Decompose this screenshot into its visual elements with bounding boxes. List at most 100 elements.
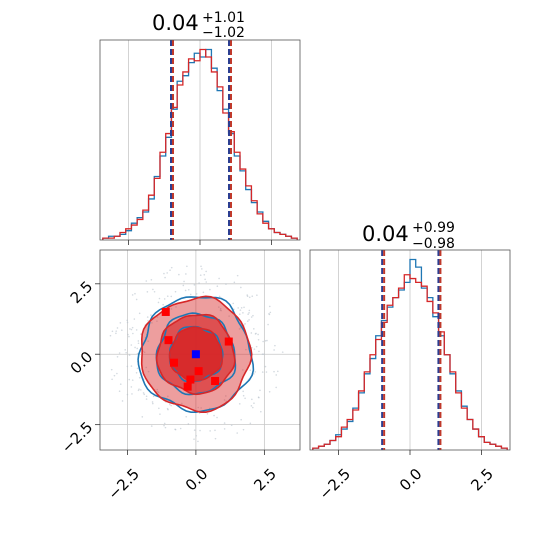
red-square-marker xyxy=(194,367,203,376)
scatter-point xyxy=(126,393,129,396)
scatter-point xyxy=(133,318,136,320)
scatter-point xyxy=(134,292,136,295)
sample-markers xyxy=(161,307,233,391)
scatter-point xyxy=(136,367,139,370)
scatter-point xyxy=(233,281,236,284)
scatter-point xyxy=(193,429,196,431)
scatter-point xyxy=(236,274,239,277)
scatter-point xyxy=(205,281,208,283)
scatter-point xyxy=(164,426,167,429)
scatter-point xyxy=(128,354,131,356)
scatter-point xyxy=(159,413,161,415)
scatter-point xyxy=(147,370,150,373)
scatter-point xyxy=(163,424,165,427)
scatter-point xyxy=(137,340,140,342)
scatter-point xyxy=(157,301,160,304)
scatter-point xyxy=(135,329,138,331)
scatter-point xyxy=(111,330,114,333)
scatter-point xyxy=(135,371,138,374)
scatter-point xyxy=(145,398,148,400)
title-value: 0.04 xyxy=(362,222,409,246)
scatter-point xyxy=(116,355,119,358)
red-square-marker xyxy=(183,382,192,391)
histogram-series-1 xyxy=(312,274,508,450)
scatter-point xyxy=(150,278,153,281)
scatter-point xyxy=(163,272,165,275)
scatter-point xyxy=(136,347,139,350)
scatter-point xyxy=(246,295,249,298)
scatter-point xyxy=(252,314,254,317)
scatter-point xyxy=(130,344,133,346)
scatter-point xyxy=(269,311,272,314)
histogram-steps xyxy=(102,48,298,240)
scatter-point xyxy=(213,414,215,417)
scatter-point xyxy=(200,407,202,409)
scatter-point xyxy=(125,351,127,354)
scatter-point xyxy=(187,423,190,425)
scatter-point xyxy=(131,379,134,381)
grid-lines xyxy=(100,250,300,450)
scatter-point xyxy=(202,291,205,294)
scatter-point xyxy=(128,335,130,338)
scatter-point xyxy=(260,410,262,413)
scatter-point xyxy=(147,340,149,342)
y-tick-label: 0.0 xyxy=(67,348,97,378)
scatter-point xyxy=(189,293,192,296)
scatter-point xyxy=(143,393,146,396)
title-minus: −1.02 xyxy=(202,25,245,41)
quantile-lines xyxy=(170,40,232,240)
scatter-point xyxy=(118,352,121,354)
scatter-point xyxy=(248,309,251,312)
histogram-series-1 xyxy=(102,48,298,240)
scatter-point xyxy=(263,353,265,355)
scatter-point xyxy=(127,333,129,336)
scatter-point xyxy=(143,351,146,354)
scatter-point xyxy=(146,316,149,318)
scatter-point xyxy=(130,365,133,367)
scatter-point xyxy=(257,338,260,341)
scatter-point xyxy=(275,386,277,389)
scatter-point xyxy=(265,371,268,373)
scatter-point xyxy=(246,320,249,322)
scatter-point xyxy=(178,273,180,276)
x-tick-labels: −2.5 0.0 2.5 xyxy=(104,450,280,503)
title-minus: −0.98 xyxy=(412,236,455,252)
scatter-point xyxy=(113,374,116,377)
scatter-point xyxy=(240,286,242,289)
scatter-point xyxy=(195,293,198,295)
scatter-point xyxy=(152,288,154,291)
scatter-point xyxy=(236,432,239,434)
red-square-marker xyxy=(169,358,178,367)
grid-lines xyxy=(338,250,482,450)
scatter-point xyxy=(164,276,166,279)
scatter-point xyxy=(242,390,244,393)
scatter-point xyxy=(109,334,112,337)
scatter-point xyxy=(239,309,242,311)
scatter-point xyxy=(186,265,188,268)
scatter-point xyxy=(214,429,216,432)
red-square-marker xyxy=(161,307,170,316)
scatter-point xyxy=(132,332,134,335)
scatter-point xyxy=(135,298,138,301)
scatter-point xyxy=(128,378,131,381)
scatter-point xyxy=(225,395,227,397)
scatter-point xyxy=(252,406,254,409)
scatter-point xyxy=(156,388,158,391)
scatter-point xyxy=(170,266,173,269)
scatter-point xyxy=(261,371,264,373)
scatter-point xyxy=(198,282,200,284)
scatter-point xyxy=(254,371,257,373)
scatter-point xyxy=(209,430,211,432)
scatter-point xyxy=(268,305,271,308)
x-tick-label: 2.5 xyxy=(250,465,280,495)
y-tick-labels: −2.5 0.0 2.5 xyxy=(58,277,100,457)
scatter-point xyxy=(262,340,264,343)
scatter-point xyxy=(152,395,155,398)
x-tick-label: −2.5 xyxy=(104,465,142,503)
scatter-point xyxy=(124,349,126,351)
scatter-point xyxy=(240,418,242,421)
scatter-point xyxy=(267,323,269,326)
scatter-point xyxy=(238,313,241,315)
scatter-point xyxy=(150,425,153,427)
